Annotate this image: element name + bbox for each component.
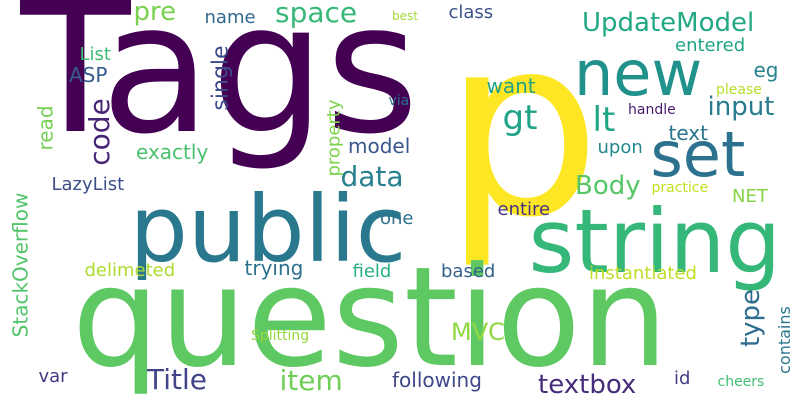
word-best: best xyxy=(392,9,418,23)
word-lazylist: LazyList xyxy=(51,174,125,195)
word-read: read xyxy=(33,105,58,151)
word-model: model xyxy=(348,134,411,158)
word-code: code xyxy=(82,98,116,166)
word-input: input xyxy=(707,92,775,122)
word-based: based xyxy=(441,261,496,282)
word-gt: gt xyxy=(502,98,538,138)
word-p: p xyxy=(443,0,601,272)
word-string: string xyxy=(528,190,782,293)
word-practice: practice xyxy=(651,180,709,196)
word-public: public xyxy=(129,176,407,283)
word-pre: pre xyxy=(133,0,177,27)
word-via: via xyxy=(388,93,410,109)
word-cheers: cheers xyxy=(717,374,765,390)
word-body: Body xyxy=(575,171,641,201)
word-space: space xyxy=(275,0,358,29)
word-text: text xyxy=(668,121,708,145)
word-asp: ASP xyxy=(69,63,108,87)
word-type: type xyxy=(736,288,767,348)
word-single: single xyxy=(208,45,234,111)
word-name: name xyxy=(204,7,256,28)
word-upon: upon xyxy=(597,137,643,158)
word-field: field xyxy=(352,261,392,282)
word-list: List xyxy=(79,44,111,65)
word-instantiated: instantiated xyxy=(589,263,697,284)
word-lt: lt xyxy=(592,100,616,140)
word-splitting: Splitting xyxy=(251,328,310,344)
word-contains: contains xyxy=(774,306,794,374)
word-handle: handle xyxy=(628,102,676,118)
word-tags: Tags xyxy=(20,0,420,174)
word-exactly: exactly xyxy=(136,140,209,164)
word-class: class xyxy=(448,2,494,23)
word-set: set xyxy=(650,118,746,191)
word-entire: entire xyxy=(497,199,551,220)
word-net: NET xyxy=(732,186,768,207)
word-one: one xyxy=(380,208,414,229)
word-id: id xyxy=(674,368,691,389)
word-please: please xyxy=(716,82,762,98)
word-delimeted: delimeted xyxy=(84,260,176,281)
word-new: new xyxy=(574,37,703,110)
word-want: want xyxy=(486,74,536,98)
word-var: var xyxy=(38,366,68,387)
word-entered: entered xyxy=(675,35,746,56)
word-item: item xyxy=(279,364,343,397)
word-trying: trying xyxy=(244,256,304,280)
word-data: data xyxy=(340,160,404,193)
word-title: Title xyxy=(147,363,208,396)
word-eg: eg xyxy=(753,58,779,82)
word-textbox: textbox xyxy=(538,370,637,400)
word-mvc: MVC xyxy=(451,318,505,346)
word-question: question xyxy=(72,237,669,398)
word-following: following xyxy=(392,368,482,392)
word-updatemodel: UpdateModel xyxy=(582,8,755,38)
word-stackoverflow: StackOverflow xyxy=(7,192,32,338)
